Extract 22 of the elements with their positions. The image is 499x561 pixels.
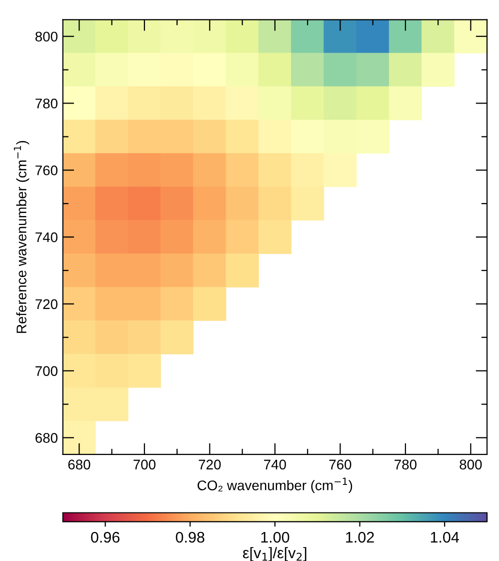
y-tick-label: 720 bbox=[36, 299, 58, 310]
x-tick-label: 740 bbox=[264, 460, 286, 470]
y-tick-label: 760 bbox=[36, 165, 58, 176]
color-bar-label: 1.02 bbox=[346, 532, 374, 543]
y-axis-title: Reference wavenumber (cm$^{−1}$) bbox=[14, 140, 30, 333]
x-tick-label: 700 bbox=[134, 460, 156, 470]
y-tick-label: 680 bbox=[36, 433, 58, 443]
y-tick-label: 700 bbox=[36, 366, 58, 376]
x-tick-label: 680 bbox=[68, 460, 90, 470]
color-bar-label: 1.04 bbox=[430, 532, 460, 543]
x-tick-label: 760 bbox=[329, 460, 352, 470]
y-tick-label: 780 bbox=[36, 98, 58, 108]
color-bar-label: 0.98 bbox=[176, 532, 204, 543]
x-axis-title: CO₂ wavenumber (cm$^{−1}$) bbox=[198, 478, 352, 494]
x-tick-label: 780 bbox=[394, 460, 416, 470]
color-bar-title: ε[v$_{1}$]/ε[v$_{2}$] bbox=[243, 547, 306, 561]
x-tick-label: 800 bbox=[460, 460, 482, 470]
color-bar-label: 0.96 bbox=[91, 532, 120, 543]
x-tick-label: 720 bbox=[198, 460, 221, 470]
y-tick-label: 800 bbox=[35, 32, 58, 42]
y-tick-label: 740 bbox=[36, 232, 58, 242]
color-bar-label: 1.00 bbox=[261, 532, 290, 543]
